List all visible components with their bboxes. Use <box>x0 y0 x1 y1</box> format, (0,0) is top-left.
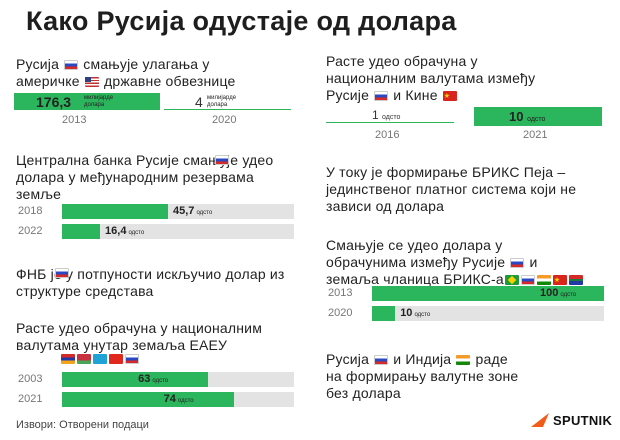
belarus-flag-icon <box>77 354 91 364</box>
year-label-2018: 2018 <box>18 205 43 217</box>
page-title: Како Русија одустаје од долара <box>26 6 457 36</box>
ru-cn-value-2021: 10 одсто <box>509 109 545 124</box>
treasuries-bar-2013 <box>14 93 160 110</box>
russia-flag-icon <box>374 91 389 101</box>
value-label-2013: 100 одсто <box>540 287 577 299</box>
ru-cn-year-2016: 2016 <box>375 129 400 141</box>
nwf-text: ФНБ је у потпуности искључио долар из ст… <box>16 266 285 299</box>
bar-2018 <box>62 204 169 219</box>
treasuries-value-2013: 176,3 <box>36 94 72 110</box>
china-flag-icon <box>442 88 457 105</box>
ru-cn-line-2016 <box>326 122 454 123</box>
brazil-flag-icon <box>504 275 519 285</box>
ru-in-text-a: Русија <box>326 351 370 367</box>
sputnik-logo-icon <box>531 413 549 427</box>
treasuries-text-b: смањује улагања у <box>83 56 210 72</box>
value-label-2020: 10 одсто <box>400 307 431 319</box>
treasuries-value-2020: 4 <box>195 94 203 110</box>
year-label-2003: 2003 <box>18 373 43 385</box>
bar-2022 <box>62 224 101 239</box>
ru-in-text-e: без долара <box>326 385 401 401</box>
eaeu-flags <box>60 350 140 368</box>
treasuries-unit-2013: милијарде долара <box>84 95 114 108</box>
value-label-2022: 16,4 одсто <box>105 225 145 237</box>
ru-cn-year-2021: 2021 <box>523 129 548 141</box>
brand-logo: SPUTNIK <box>530 412 612 428</box>
ru-in-text-c: раде <box>475 351 508 367</box>
ru-cn-bar-2021 <box>474 107 602 126</box>
kazakhstan-flag-icon <box>93 354 107 364</box>
ru-cn-unit-2016: одсто <box>382 114 401 121</box>
treasuries-year-2020: 2020 <box>212 114 237 126</box>
india-flag-icon <box>456 355 471 365</box>
kyrgyzstan-flag-icon <box>109 354 123 364</box>
brics-text-b: обрачунима између Русије <box>326 254 506 270</box>
value-label-2003: 63 одсто <box>138 373 169 385</box>
central-bank-text: Централна банка Русије смањује удео дола… <box>16 152 274 202</box>
ru-cn-value-2016: 1 одсто <box>372 108 400 122</box>
year-label-2020: 2020 <box>328 307 353 319</box>
treasuries-line-2020 <box>164 109 291 110</box>
year-label-2013: 2013 <box>328 287 353 299</box>
treasuries-year-2013: 2013 <box>62 114 87 126</box>
source-note: Извори: Отворени подаци <box>16 419 149 431</box>
year-label-2021: 2021 <box>18 393 43 405</box>
russia-flag-icon <box>510 258 525 268</box>
ru-in-text-b: и Индија <box>393 351 452 367</box>
treasuries-text-c: америчке <box>16 73 80 89</box>
year-label-2022: 2022 <box>18 225 43 237</box>
brics-text-c: и <box>529 254 538 270</box>
treasuries-text: Русија смањује улагања у америчке државн… <box>16 56 296 90</box>
treasuries-unit-2020: милијарде долара <box>207 95 237 108</box>
russia-flag-icon <box>520 275 535 285</box>
usa-flag-icon <box>84 77 99 87</box>
brand-name: SPUTNIK <box>553 412 613 428</box>
bar-track <box>62 224 294 239</box>
brics-text: Смањује се удео долара у обрачунима изме… <box>326 237 611 289</box>
ru-in-text-d: на формирању валутне зоне <box>326 368 519 384</box>
treasuries-text-a: Русија <box>16 56 60 72</box>
treasuries-text-d: државне обвезнице <box>103 73 236 89</box>
ru-cn-value-2016-num: 1 <box>372 108 379 122</box>
russia-flag-icon <box>374 355 389 365</box>
ru-cn-text-b: националним валутама између <box>326 70 536 86</box>
bar-track <box>372 306 604 321</box>
bar-2003 <box>62 372 209 387</box>
ru-cn-text-a: Расте удео обрачуна у <box>326 53 478 69</box>
eaeu-text: Расте удео обрачуна у националним валута… <box>16 320 263 353</box>
russia-flag-icon <box>55 268 69 278</box>
bar-2021 <box>62 392 234 407</box>
brics-text-a: Смањује се удео долара у <box>326 237 503 253</box>
brics-pay-text: У току је формирање БРИКС Пеја – јединст… <box>326 164 577 214</box>
south-africa-flag-icon <box>568 275 583 285</box>
china-flag-icon <box>552 272 567 289</box>
russia-flag-icon <box>64 60 79 70</box>
ru-cn-unit-2021: одсто <box>527 116 546 123</box>
russia-flag-icon <box>125 354 139 364</box>
value-label-2021: 74 одсто <box>163 393 194 405</box>
ru-cn-text-c: Русије <box>326 87 370 103</box>
brics-text-d: земаља чланица БРИКС-а <box>326 271 504 287</box>
ru-in-text: Русија и Индија раде на формирању валутн… <box>326 351 611 402</box>
russia-flag-icon <box>215 155 229 165</box>
india-flag-icon <box>536 275 551 285</box>
ru-cn-value-2021-num: 10 <box>509 109 524 124</box>
value-label-2018: 45,7 одсто <box>173 205 213 217</box>
bar-2020 <box>372 306 396 321</box>
bar-2013 <box>372 286 604 301</box>
ru-cn-text: Расте удео обрачуна у националним валута… <box>326 53 606 105</box>
armenia-flag-icon <box>61 354 75 364</box>
ru-cn-text-d: и Кине <box>393 87 438 103</box>
